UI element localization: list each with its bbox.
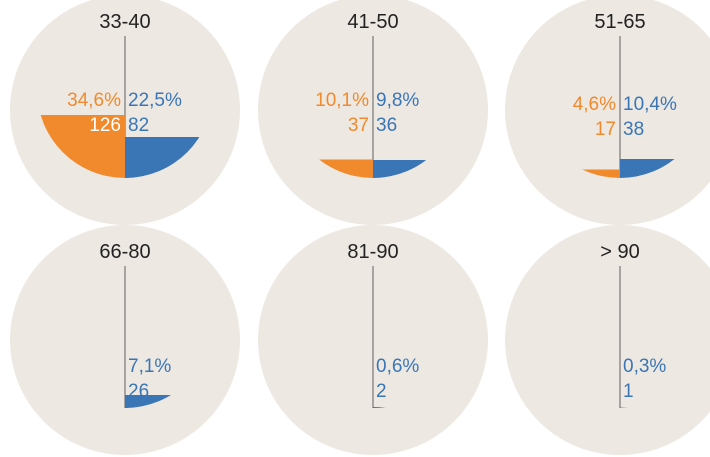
percent-label: 22,5% (128, 90, 182, 111)
percent-label: 4,6% (573, 94, 616, 115)
group-label: 33-40 (99, 11, 150, 33)
count-label: 1 (623, 381, 634, 402)
percent-label: 0,3% (623, 356, 666, 377)
percent-label: 0,6% (376, 356, 419, 377)
count-label: 82 (128, 115, 149, 136)
group-label: 66-80 (99, 241, 150, 263)
percent-label: 10,1% (315, 90, 369, 111)
percent-label: 34,6% (67, 90, 121, 111)
group-label: 41-50 (347, 11, 398, 33)
panel: 51-65 4,6% 17 10,4% 38 (505, 0, 710, 225)
count-label: 2 (376, 381, 387, 402)
percent-label: 9,8% (376, 90, 419, 111)
group-label: 81-90 (347, 241, 398, 263)
percent-label: 7,1% (128, 356, 171, 377)
count-label: 38 (623, 119, 644, 140)
panel: 66-80 7,1% 26 (10, 225, 240, 455)
panel: > 90 0,3% 1 (505, 225, 710, 455)
panel: 81-90 0,6% 2 (258, 225, 488, 455)
count-label: 37 (348, 115, 369, 136)
group-label: > 90 (600, 241, 639, 263)
count-label: 17 (595, 119, 616, 140)
group-label: 51-65 (594, 11, 645, 33)
panel-circle (505, 225, 710, 455)
panel: 41-50 10,1% 37 9,8% 36 (258, 0, 488, 225)
panel: 33-40 34,6% 126 22,5% 82 (10, 0, 240, 225)
count-label: 26 (128, 381, 149, 402)
count-label: 36 (376, 115, 397, 136)
count-label: 126 (89, 115, 121, 136)
percent-label: 10,4% (623, 94, 677, 115)
